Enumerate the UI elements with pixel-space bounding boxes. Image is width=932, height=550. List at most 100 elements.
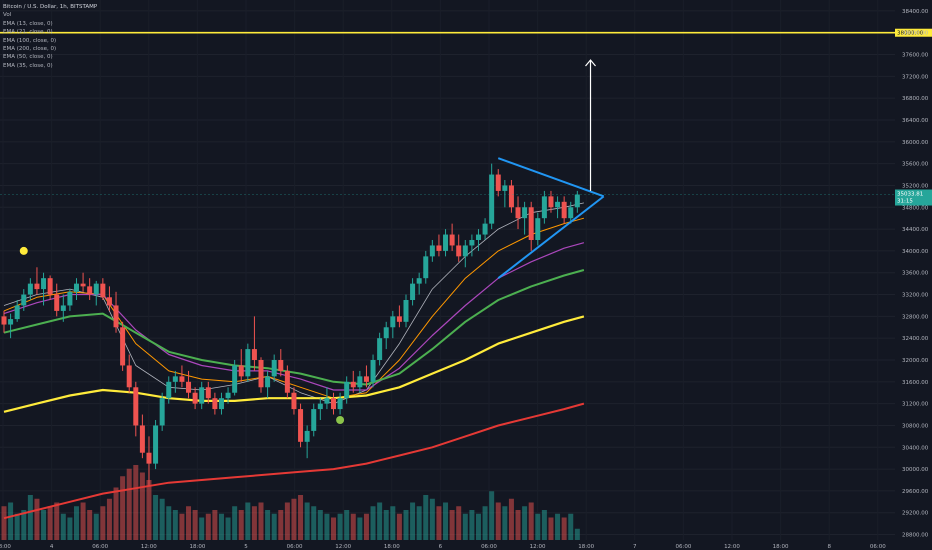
candle-body <box>436 245 442 251</box>
candle-body <box>232 365 238 393</box>
volume-bar <box>14 513 20 540</box>
triangle-upper-line <box>497 157 605 198</box>
indicator-ema100[interactable]: EMA (100, close, 0) <box>3 37 57 44</box>
volume-bar <box>383 510 389 540</box>
candle-body <box>383 327 389 339</box>
volume-bar <box>106 498 112 540</box>
volume-bar <box>153 495 159 540</box>
volume-bar <box>429 498 435 540</box>
candle-body <box>186 381 192 393</box>
volume-bar <box>489 491 495 540</box>
candle-body <box>528 207 534 240</box>
candle-body <box>508 185 514 208</box>
price-tick-label: 30800.00 <box>902 423 929 429</box>
ema200-line <box>3 402 585 520</box>
volume-bar <box>291 498 297 540</box>
candle-body <box>449 234 455 246</box>
candle-body <box>146 452 152 464</box>
volume-bar <box>331 517 336 540</box>
candle-body <box>120 327 126 366</box>
time-tick-label: 12:00 <box>530 544 546 550</box>
volume-bar <box>561 517 567 540</box>
candle-body <box>495 174 501 191</box>
candle-body <box>311 409 317 431</box>
candle-body <box>363 376 369 382</box>
volume-bar <box>21 510 27 540</box>
price-tick-label: 28800.00 <box>902 533 929 539</box>
candle-body <box>159 398 165 426</box>
volume-bar <box>80 502 86 540</box>
candle-body <box>403 300 409 322</box>
chart-legend: Bitcoin / U.S. Dollar, 1h, BITSTAMP Vol … <box>3 3 97 70</box>
candle-body <box>21 294 27 306</box>
volume-bar <box>146 480 152 540</box>
volume-bar <box>205 513 211 540</box>
candle-body <box>34 283 40 290</box>
candle-body <box>475 234 481 240</box>
volume-bar <box>502 506 508 540</box>
candle-body <box>271 360 277 377</box>
candle-body <box>192 392 198 404</box>
volume-bar <box>67 517 73 540</box>
volume-bar <box>423 495 429 540</box>
volume-bar <box>357 517 363 540</box>
volume-bar <box>186 506 192 540</box>
volume-bar <box>462 513 468 540</box>
candle-body <box>166 381 172 399</box>
price-tick-label: 29200.00 <box>902 511 929 517</box>
time-tick-label: 8 <box>827 544 831 550</box>
volume-bar <box>482 506 488 540</box>
signal-dot <box>336 416 345 424</box>
indicator-vol[interactable]: Vol <box>3 12 12 19</box>
volume-bar <box>47 506 53 540</box>
candle-body <box>1 316 7 325</box>
volume-bar <box>232 506 238 540</box>
volume-bar <box>251 506 257 540</box>
candle-body <box>331 398 336 410</box>
time-tick-label: 18:00 <box>578 544 594 550</box>
candle-body <box>456 245 462 257</box>
candle-body <box>515 207 521 219</box>
symbol-title: Bitcoin / U.S. Dollar, 1h, BITSTAMP <box>3 4 98 10</box>
volume-bar <box>120 476 126 540</box>
candle-body <box>172 376 178 382</box>
candle-body <box>482 223 488 235</box>
volume-bar <box>27 495 33 540</box>
price-tick-label: 30000.00 <box>902 467 929 473</box>
candle-body <box>87 286 93 295</box>
candle-body <box>396 316 402 322</box>
candle-body <box>561 201 567 219</box>
volume-bar <box>34 498 40 540</box>
candle-body <box>377 338 383 360</box>
volume-bar <box>522 506 528 540</box>
volume-bar <box>172 510 178 540</box>
volume-bar <box>8 502 14 540</box>
volume-bar <box>284 502 290 540</box>
candle-body <box>73 283 79 292</box>
candle-body <box>238 365 244 377</box>
volume-bar <box>390 506 396 540</box>
time-tick-label: 18:00 <box>189 544 205 550</box>
price-tick-label: 36800.00 <box>902 96 929 102</box>
current-price-label: 35033.81 <box>897 192 923 198</box>
indicator-ema200[interactable]: EMA (200, close, 0) <box>3 46 57 53</box>
volume-bar <box>410 502 416 540</box>
volume-bar <box>311 506 317 540</box>
volume-bar <box>238 510 244 540</box>
time-tick-label: 06:00 <box>92 544 108 550</box>
candle-body <box>27 283 33 295</box>
volume-bar <box>337 513 343 540</box>
indicator-ema50[interactable]: EMA (50, close, 0) <box>3 54 53 61</box>
volume-bar <box>396 513 402 540</box>
indicator-ema35[interactable]: EMA (35, close, 0) <box>3 62 53 69</box>
candle-body <box>126 365 132 388</box>
candle-body <box>429 245 435 257</box>
candle-body <box>489 174 495 224</box>
time-tick-label: 18:00 <box>384 544 400 550</box>
indicator-ema21[interactable]: EMA (21, close, 0) <box>3 29 53 36</box>
time-tick-label: 12:00 <box>724 544 740 550</box>
indicator-ema13[interactable]: EMA (13, close, 0) <box>3 20 53 27</box>
volume-bar <box>1 506 7 540</box>
